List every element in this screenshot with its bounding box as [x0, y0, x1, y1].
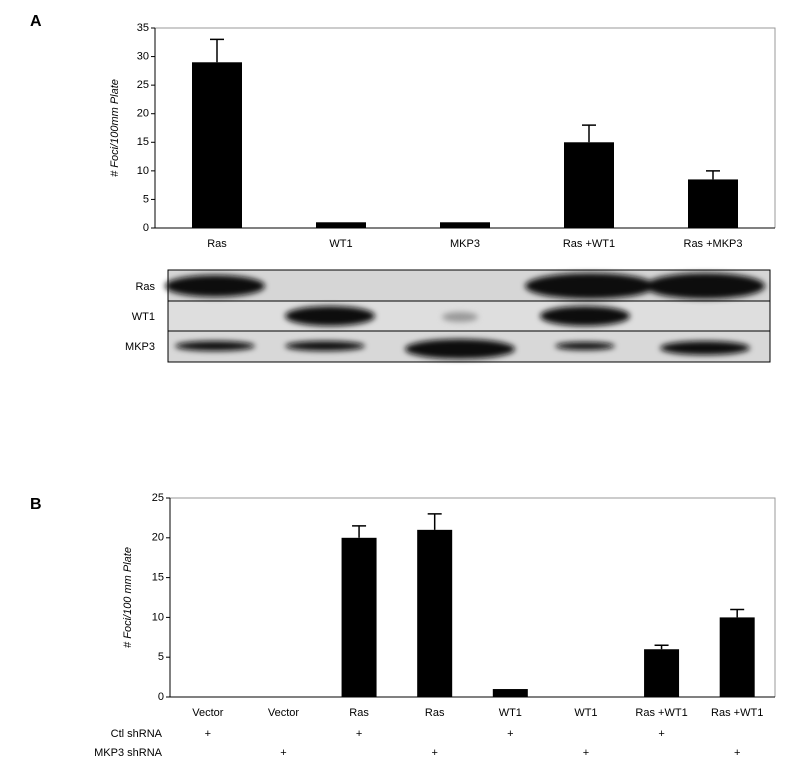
band	[645, 273, 765, 299]
y-tick-label: 5	[143, 193, 149, 205]
y-tick-label: 15	[152, 572, 164, 584]
x-tick-label: WT1	[574, 707, 597, 719]
band	[405, 339, 515, 359]
treatment-mark: +	[734, 747, 740, 759]
band	[285, 341, 365, 351]
y-tick-label: 20	[137, 108, 149, 120]
band	[555, 342, 615, 350]
x-tick-label: Ras	[425, 707, 445, 719]
x-tick-label: Ras +WT1	[711, 707, 763, 719]
band	[525, 273, 655, 299]
x-tick-label: Ras +MKP3	[684, 238, 743, 250]
y-tick-label: 15	[137, 136, 149, 148]
error-bar	[654, 644, 669, 650]
x-tick-label: Ras +WT1	[635, 707, 687, 719]
y-tick-label: 25	[137, 79, 149, 91]
band	[540, 306, 630, 326]
blot-row-label: WT1	[132, 311, 155, 323]
y-tick-label: 0	[158, 691, 164, 703]
panel-label: B	[30, 496, 42, 513]
bar	[719, 617, 755, 697]
y-tick-label: 0	[143, 222, 149, 234]
panel-label: A	[30, 13, 42, 30]
bar	[492, 689, 528, 697]
error-bar	[427, 513, 442, 530]
error-bar	[582, 124, 596, 143]
x-tick-label: Vector	[192, 707, 224, 719]
blot-bands	[165, 273, 765, 359]
treatment-mark: +	[205, 728, 211, 740]
x-tick-label: Vector	[268, 707, 300, 719]
x-tick-label: Ras	[207, 238, 227, 250]
bar	[564, 142, 614, 228]
western-blot: Ras WT1 MKP3	[125, 269, 771, 363]
band	[175, 341, 255, 351]
treatment-mark: +	[507, 728, 513, 740]
bar	[341, 537, 377, 697]
treatment-mark: +	[356, 728, 362, 740]
treatment-mark: +	[583, 747, 589, 759]
plot-frame	[155, 27, 776, 228]
y-axis-label: # Foci/100 mm Plate	[122, 547, 134, 648]
x-tick-label: Ras +WT1	[563, 238, 615, 250]
y-tick-label: 5	[158, 651, 164, 663]
x-tick-label: MKP3	[450, 238, 480, 250]
band	[285, 306, 375, 326]
treatment-mark: +	[431, 747, 437, 759]
y-tick-label: 10	[137, 165, 149, 177]
plot-frame	[170, 497, 776, 697]
bar	[688, 179, 738, 228]
bar	[316, 222, 366, 228]
bar	[417, 529, 453, 697]
band	[165, 275, 265, 297]
error-bar	[730, 608, 745, 618]
x-tick-label: WT1	[499, 707, 522, 719]
treatment-mark: +	[280, 747, 286, 759]
bar	[440, 222, 490, 228]
band	[660, 341, 750, 355]
bar	[192, 62, 242, 229]
bar	[644, 649, 680, 697]
blot-row-label: Ras	[135, 281, 155, 293]
x-tick-label: WT1	[329, 238, 352, 250]
y-tick-label: 30	[137, 50, 149, 62]
error-bar	[706, 170, 720, 180]
treatment-label: Ctl shRNA	[111, 728, 163, 740]
y-tick-label: 20	[152, 532, 164, 544]
band	[442, 312, 478, 322]
x-tick-label: Ras	[349, 707, 369, 719]
y-axis-label: # Foci/100mm Plate	[109, 79, 121, 177]
treatment-mark: +	[658, 728, 664, 740]
blot-row-label: MKP3	[125, 341, 155, 353]
y-tick-label: 35	[137, 22, 149, 34]
y-tick-label: 10	[152, 611, 164, 623]
error-bar	[352, 525, 367, 538]
y-tick-label: 25	[152, 492, 164, 504]
error-bar	[210, 38, 224, 63]
treatment-label: MKP3 shRNA	[94, 747, 163, 759]
